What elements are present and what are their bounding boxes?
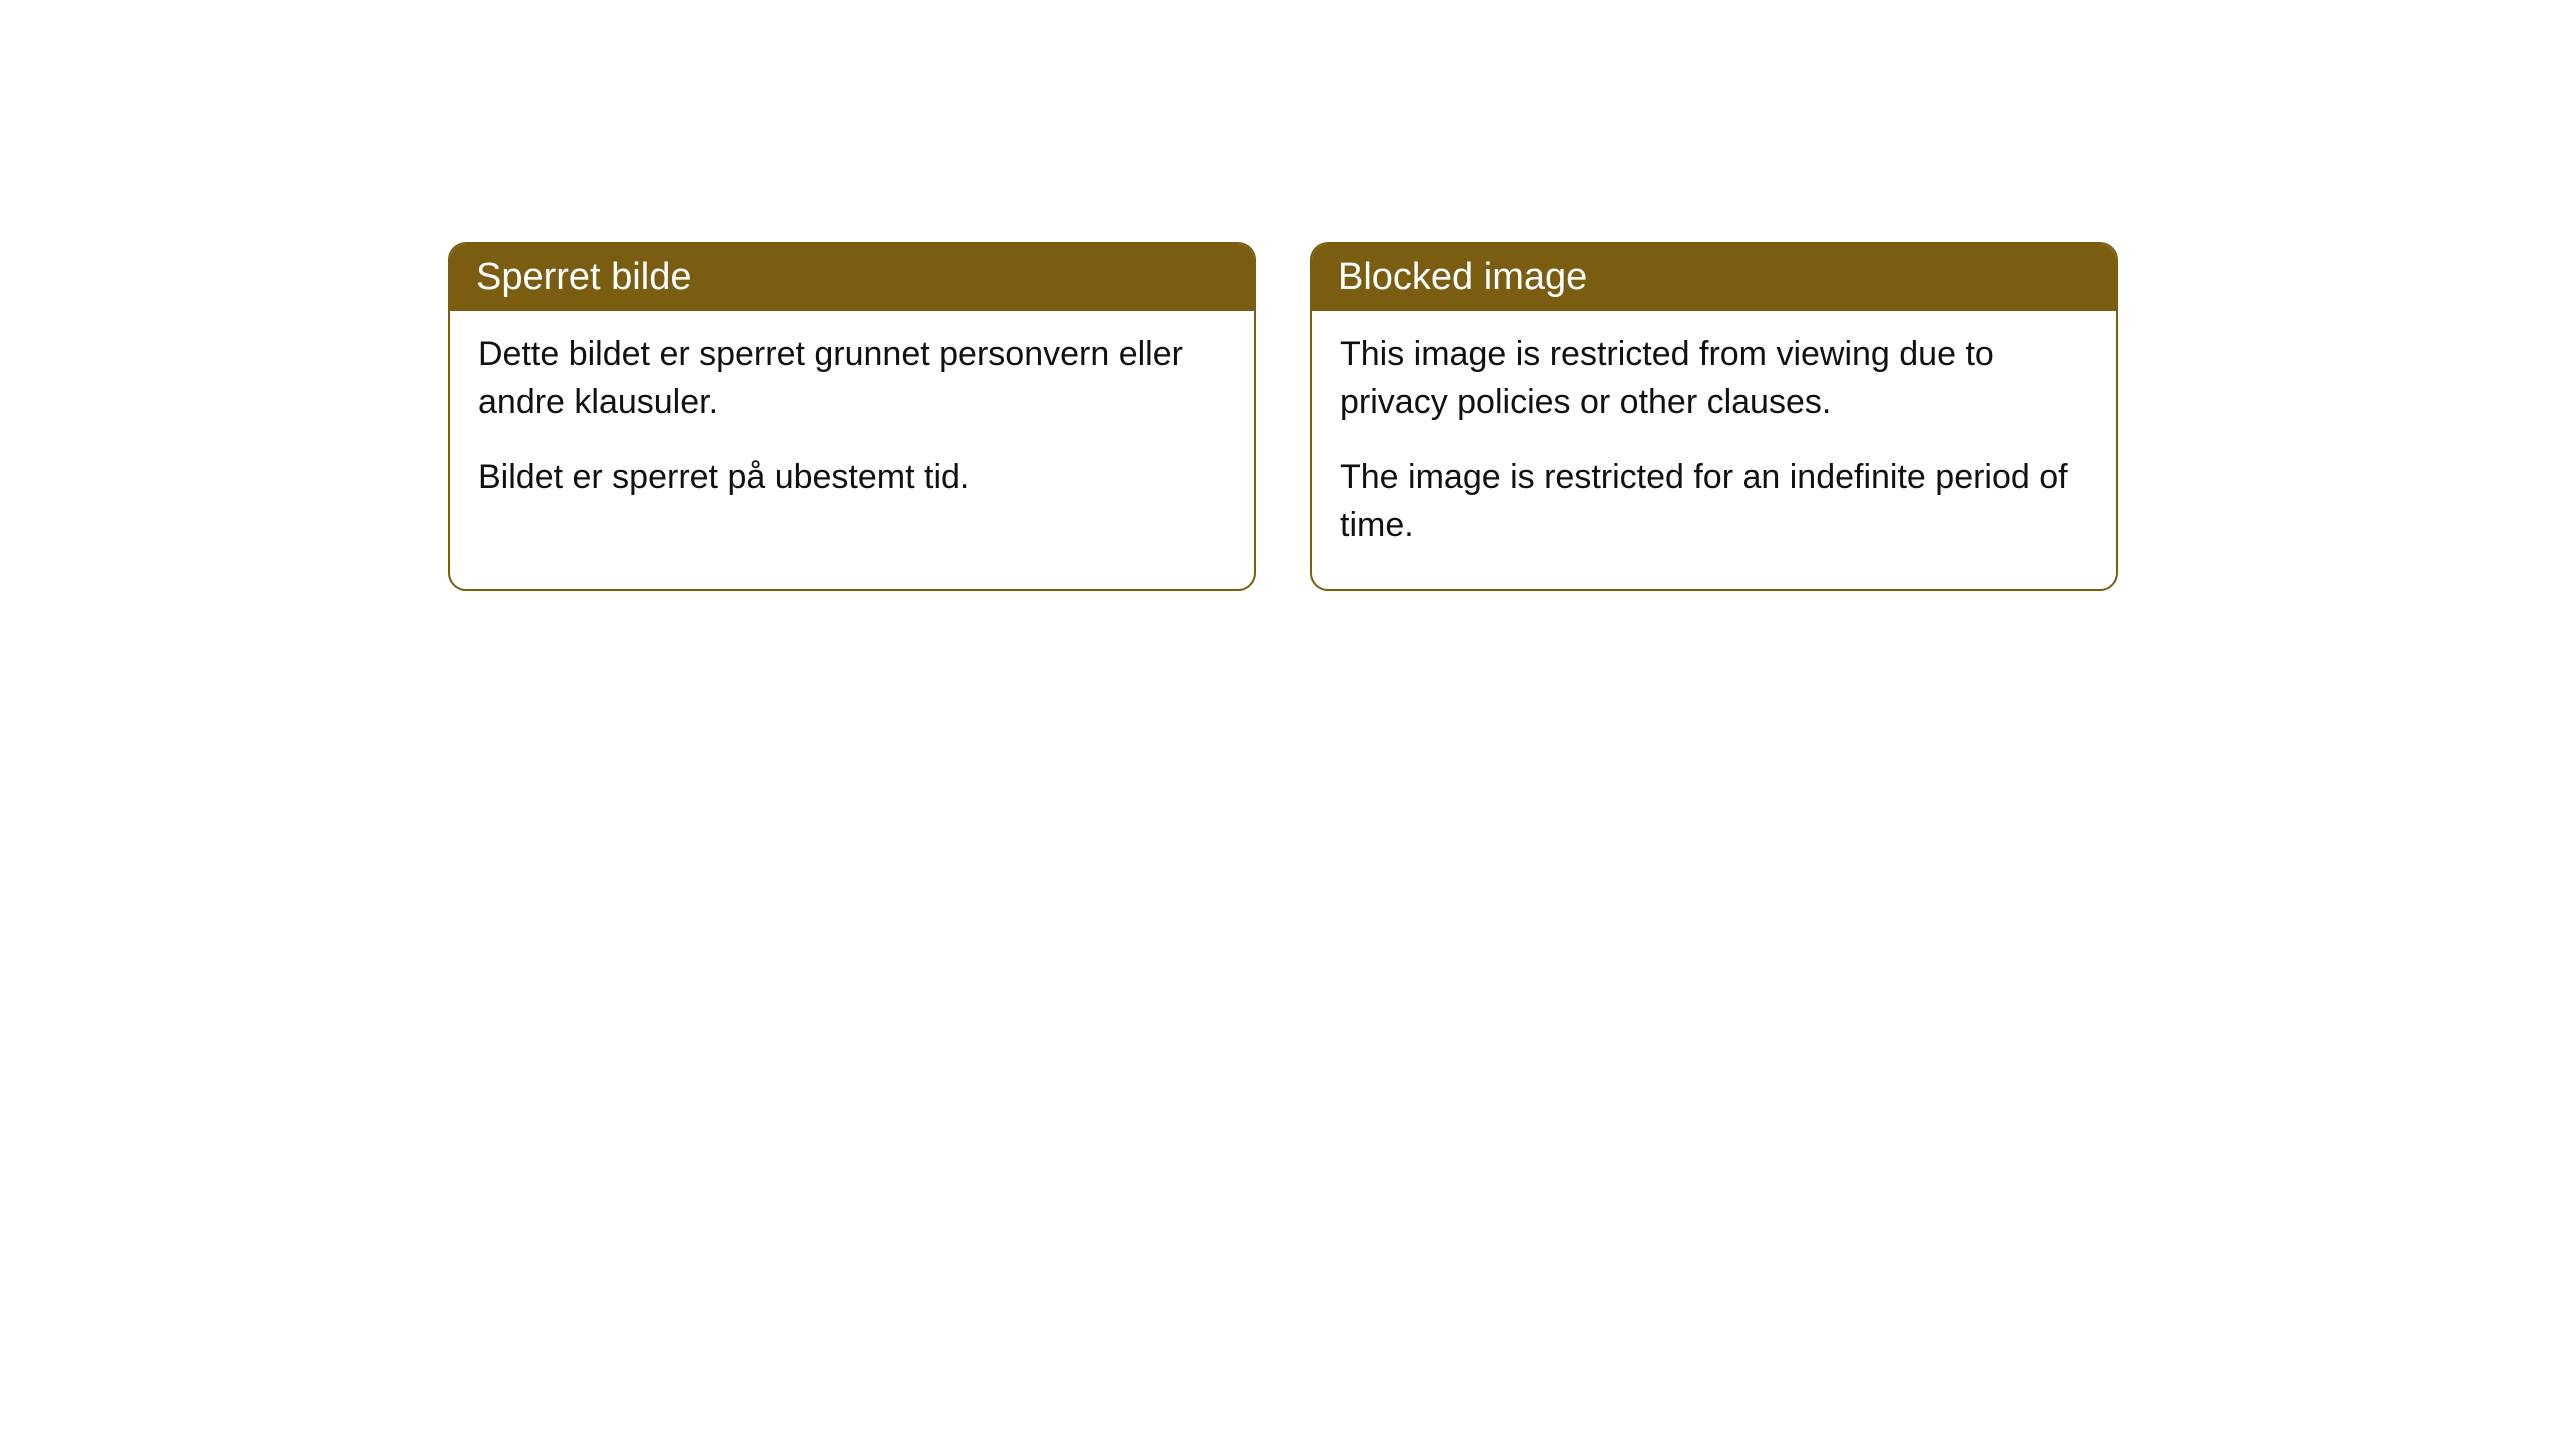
blocked-image-card-en: Blocked image This image is restricted f… <box>1310 242 2118 591</box>
card-paragraph-no-2: Bildet er sperret på ubestemt tid. <box>478 454 1226 502</box>
card-paragraph-en-1: This image is restricted from viewing du… <box>1340 331 2088 426</box>
card-header-no: Sperret bilde <box>450 244 1254 311</box>
card-header-en: Blocked image <box>1312 244 2116 311</box>
blocked-image-card-no: Sperret bilde Dette bildet er sperret gr… <box>448 242 1256 591</box>
card-body-en: This image is restricted from viewing du… <box>1312 311 2116 589</box>
card-body-no: Dette bildet er sperret grunnet personve… <box>450 311 1254 542</box>
card-paragraph-en-2: The image is restricted for an indefinit… <box>1340 454 2088 549</box>
card-paragraph-no-1: Dette bildet er sperret grunnet personve… <box>478 331 1226 426</box>
cards-container: Sperret bilde Dette bildet er sperret gr… <box>448 242 2118 591</box>
